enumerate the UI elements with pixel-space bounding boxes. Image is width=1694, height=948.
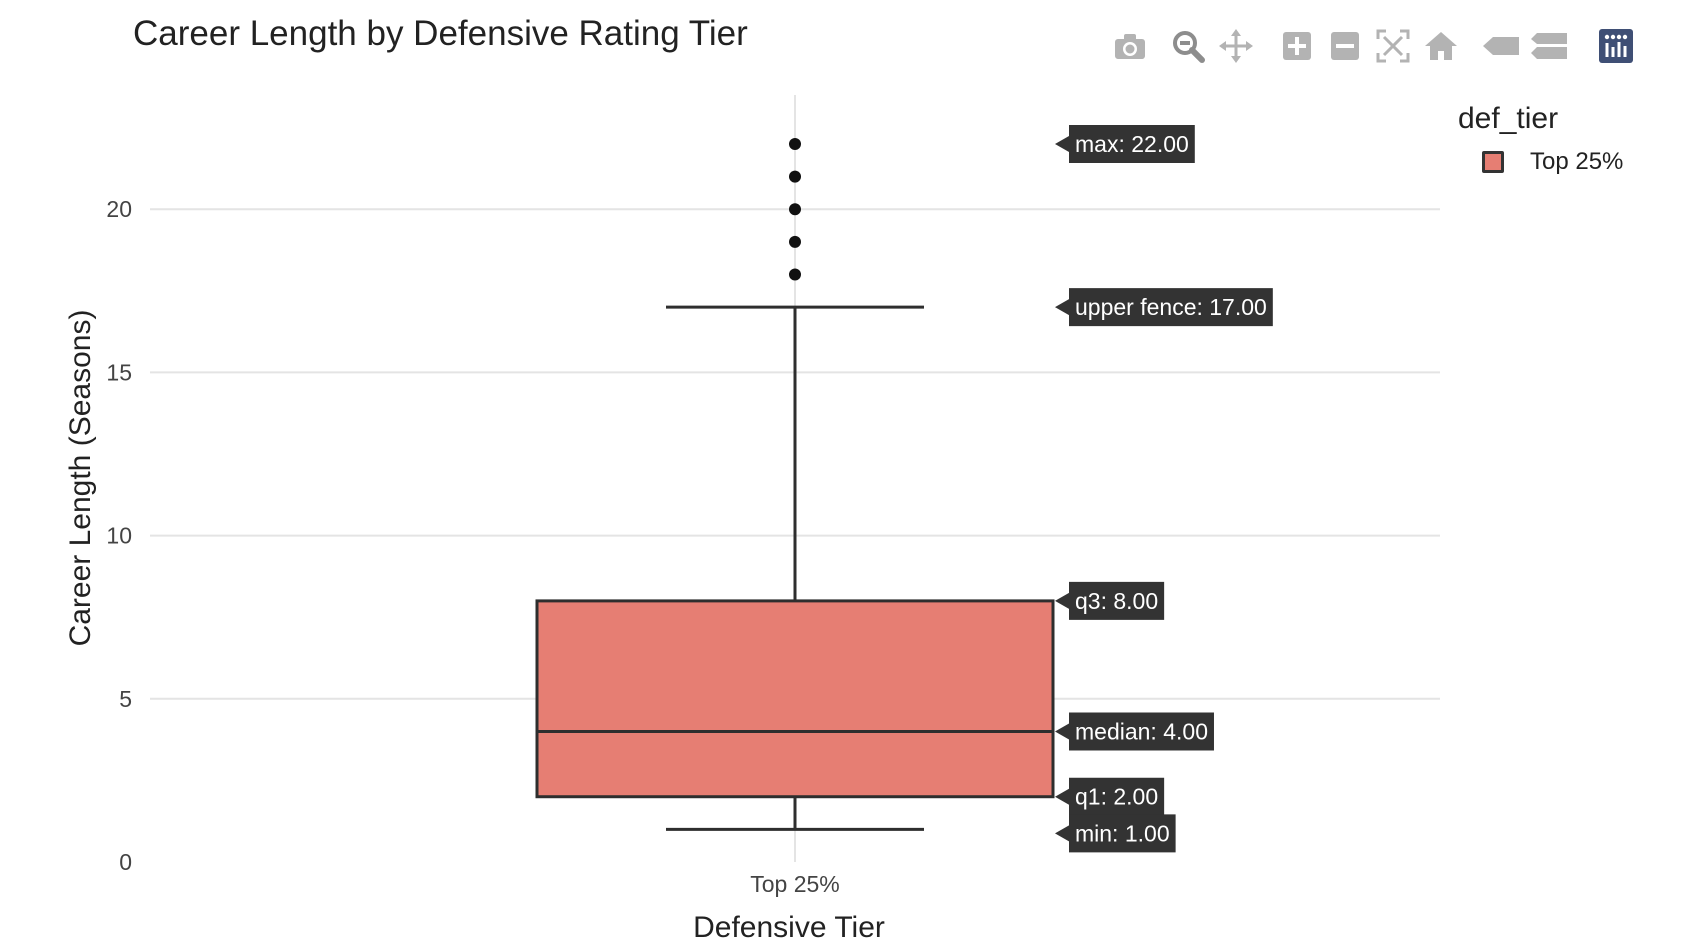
x-tick-label: Top 25% <box>750 871 840 897</box>
y-tick-label: 10 <box>106 523 132 549</box>
hover-label-text: min: 1.00 <box>1075 820 1170 846</box>
modebar <box>1110 26 1670 66</box>
x-axis-title: Defensive Tier <box>693 911 885 944</box>
chart-title: Career Length by Defensive Rating Tier <box>133 14 748 53</box>
camera-icon[interactable] <box>1110 26 1150 66</box>
y-tick-label: 0 <box>119 849 132 875</box>
hover-label-bg <box>1055 124 1195 163</box>
hover-label-text: q1: 2.00 <box>1075 784 1158 810</box>
hover-label-bg <box>1055 777 1165 816</box>
autoscale-icon[interactable] <box>1373 26 1413 66</box>
pan-icon[interactable] <box>1216 26 1256 66</box>
outlier-point <box>789 235 801 248</box>
y-tick-label: 5 <box>119 686 132 712</box>
hover-label-q1: q1: 2.00 <box>1055 777 1165 816</box>
zoom-in-icon[interactable] <box>1277 26 1317 66</box>
hover-label-upper-fence: upper fence: 17.00 <box>1055 288 1273 327</box>
hover-label-bg <box>1055 581 1165 620</box>
legend-title: def_tier <box>1458 102 1559 135</box>
legend-item-top-25[interactable]: Top 25% <box>1482 148 1623 176</box>
hover-label-text: q3: 8.00 <box>1075 588 1158 614</box>
zoom-out-icon[interactable] <box>1325 26 1365 66</box>
hover-label-max: max: 22.00 <box>1055 124 1195 163</box>
hover-label-bg <box>1055 712 1214 751</box>
box-iqr <box>535 599 1055 799</box>
y-tick-label: 15 <box>106 359 132 385</box>
y-tick-label: 20 <box>106 196 132 222</box>
outlier-point <box>789 268 801 281</box>
plotly-logo-icon[interactable] <box>1596 26 1636 66</box>
home-icon[interactable] <box>1421 26 1461 66</box>
legend-swatch <box>1482 151 1504 173</box>
hover-label-text: upper fence: 17.00 <box>1075 294 1267 320</box>
hover-label-text: median: 4.00 <box>1075 718 1208 744</box>
hover-label-min: min: 1.00 <box>1055 814 1176 853</box>
legend-label: Top 25% <box>1530 148 1624 175</box>
hover-label-q3: q3: 8.00 <box>1055 581 1165 620</box>
hover-label-bg <box>1055 814 1176 853</box>
outlier-point <box>789 170 801 183</box>
hover-compare-icon[interactable] <box>1530 26 1570 66</box>
hover-closest-icon[interactable] <box>1482 26 1522 66</box>
hover-label-text: max: 22.00 <box>1075 131 1189 157</box>
y-axis-title: Career Length (Seasons) <box>64 310 97 647</box>
outlier-point <box>789 203 801 216</box>
zoom-icon[interactable] <box>1168 26 1208 66</box>
outlier-point <box>789 137 801 150</box>
legend: def_tier Top 25% <box>1458 102 1623 175</box>
hover-label-bg <box>1055 288 1273 327</box>
hover-label-median: median: 4.00 <box>1055 712 1214 751</box>
